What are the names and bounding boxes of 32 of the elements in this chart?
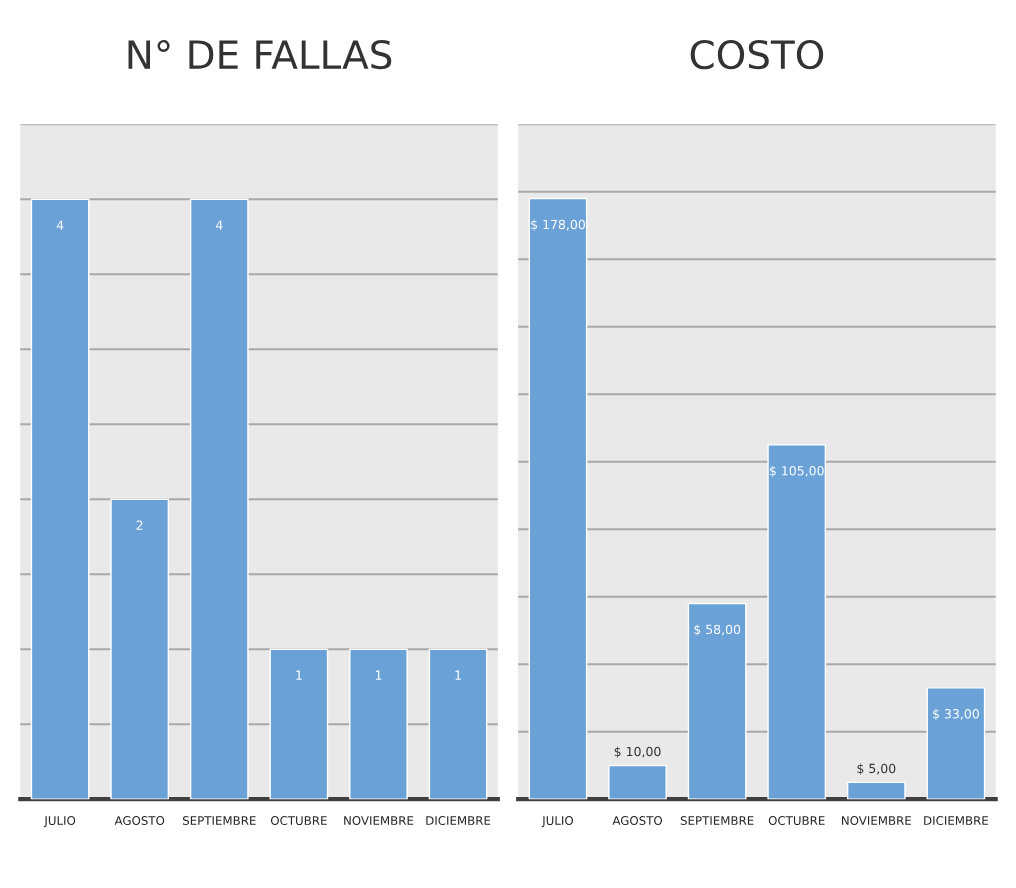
bar — [926, 687, 986, 800]
data-label: 1 — [296, 670, 302, 680]
data-label: $ 105,00 — [769, 465, 824, 478]
x-tick-label: OCTUBRE — [270, 816, 327, 825]
x-tick-label: NOVIEMBRE — [842, 816, 911, 825]
data-label: $ 58,00 — [694, 624, 741, 636]
x-tick-label: SEPTIEMBRE — [182, 816, 256, 825]
data-label: $ 10,00 — [614, 746, 661, 758]
data-label: 4 — [56, 220, 64, 230]
x-tick-label: JULIO — [541, 816, 574, 828]
bar — [767, 444, 827, 800]
chart-title: N° DE FALLAS — [128, 39, 392, 70]
x-tick-label: AGOSTO — [612, 816, 663, 825]
x-tick-label: AGOSTO — [114, 816, 165, 825]
data-label: 1 — [375, 670, 382, 680]
x-tick-label: SEPTIEMBRE — [680, 816, 754, 825]
bar — [608, 764, 667, 800]
bar — [846, 781, 906, 800]
data-label: $ 5,00 — [857, 763, 896, 775]
data-label: $ 178,00 — [531, 219, 585, 231]
x-tick-label: JULIO — [43, 816, 76, 828]
data-label: 1 — [455, 670, 461, 680]
x-tick-label: OCTUBRE — [768, 816, 825, 825]
x-tick-label: DICIEMBRE — [426, 816, 491, 825]
bar — [687, 602, 747, 800]
bar — [528, 197, 588, 800]
data-label: 2 — [136, 520, 143, 530]
x-tick-label: DICIEMBRE — [924, 816, 988, 825]
data-label: 4 — [215, 220, 223, 230]
chart-title: COSTO — [690, 39, 824, 70]
data-label: $ 33,00 — [933, 708, 979, 721]
x-tick-label: NOVIEMBRE — [344, 816, 414, 825]
